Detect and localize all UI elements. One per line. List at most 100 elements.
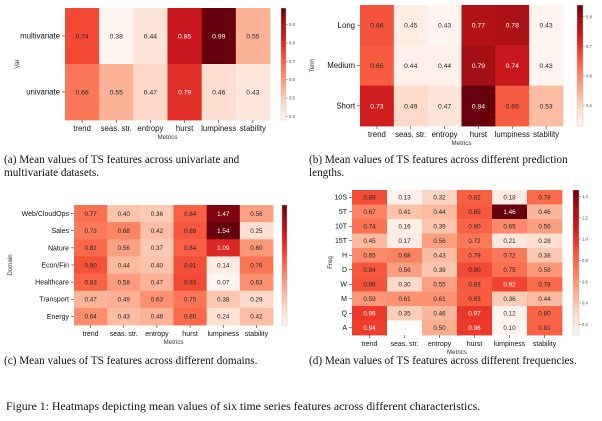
caption-a: (a) Mean values of TS features across un… [4, 154, 240, 179]
row-label: H [342, 253, 347, 260]
colorbar-segment [573, 327, 579, 332]
cell-value-label: 0.28 [538, 238, 551, 245]
row-label: Healthcare [35, 280, 69, 287]
cell-value-label: 0.35 [398, 311, 411, 318]
column-label: seas. str. [395, 130, 426, 139]
row-label: A [342, 325, 347, 332]
y-axis-title: Domain [7, 254, 14, 276]
cell-value-label: 0.75 [184, 297, 197, 304]
heatmap-cell [99, 8, 134, 65]
colorbar-segment [281, 64, 286, 68]
cell-value-label: 0.30 [398, 282, 411, 289]
colorbar-segment [281, 22, 286, 26]
cell-value-label: 0.46 [212, 89, 225, 96]
heatmap-cell [457, 204, 493, 220]
cell-value-label: 0.14 [217, 262, 230, 269]
colorbar-segment [577, 68, 583, 72]
colorbar-segment [281, 108, 286, 112]
colorbar-segment [577, 56, 583, 60]
colorbar-segment [577, 35, 583, 39]
colorbar-segment [573, 280, 579, 285]
heatmap-cell [173, 290, 208, 309]
column-label: lumpiness [207, 331, 239, 338]
colorbar-segment [282, 277, 287, 281]
heatmap-cell [107, 205, 141, 223]
colorbar-segment [577, 83, 583, 87]
cell-value-label: 0.68 [118, 228, 131, 235]
colorbar-segment [577, 41, 583, 45]
cell-value-label: 0.73 [84, 228, 97, 235]
row-label: 10T [335, 224, 348, 231]
colorbar-segment [573, 306, 579, 310]
heatmap-cell [360, 5, 395, 46]
colorbar-segment [281, 114, 286, 118]
colorbar-segment [282, 313, 287, 317]
colorbar-segment [573, 320, 579, 325]
colorbar-segment [281, 69, 286, 73]
cell-value-label: 0.43 [539, 23, 552, 30]
cell-value-label: 0.93 [184, 279, 197, 286]
heatmap-cell [387, 320, 423, 336]
cell-value-label: 0.44 [118, 262, 131, 269]
heatmap-cell [107, 239, 141, 257]
colorbar-segment [577, 44, 583, 48]
colorbar-segment [281, 92, 286, 96]
cell-value-label: 0.74 [75, 33, 88, 40]
heatmap-cell [352, 277, 388, 292]
cell-value-label: 0.92 [503, 282, 516, 289]
cell-value-label: 0.79 [468, 253, 481, 260]
heatmap-cell [206, 239, 241, 257]
heatmap-cell [74, 256, 108, 274]
cell-value-label: 0.91 [184, 262, 197, 269]
colorbar-segment [282, 298, 287, 302]
cell-value-label: 0.44 [538, 296, 551, 303]
colorbar-segment [281, 19, 286, 23]
colorbar-segment [282, 322, 287, 326]
colorbar-segment [573, 262, 579, 267]
cell-value-label: 0.66 [75, 89, 88, 96]
colorbar-segment [281, 16, 286, 20]
column-label: trend [362, 341, 378, 348]
column-label: hurst [182, 331, 198, 338]
heatmap-cell [387, 277, 423, 292]
colorbar-tick-label: 0.6 [289, 77, 295, 82]
cell-value-label: 0.59 [363, 296, 376, 303]
cell-value-label: 1.09 [217, 245, 230, 252]
column-label: hurst [467, 341, 483, 348]
cell-value-label: 0.72 [503, 253, 516, 260]
cell-value-label: 0.29 [250, 297, 263, 304]
cell-value-label: 0.43 [433, 253, 446, 260]
column-label: entropy [137, 124, 163, 133]
heatmap-cell [495, 45, 530, 87]
colorbar-segment [573, 324, 579, 329]
cell-value-label: 0.17 [398, 238, 411, 245]
cell-value-label: 0.47 [144, 89, 157, 96]
cell-value-label: 0.84 [472, 103, 485, 110]
row-label: Energy [47, 314, 70, 321]
cell-value-label: 0.36 [151, 211, 164, 218]
heatmap-cell [352, 291, 388, 307]
column-label: stability [245, 331, 269, 338]
heatmap-cell [140, 222, 174, 240]
colorbar-segment [573, 200, 579, 205]
colorbar-frame [281, 204, 288, 326]
colorbar-segment [577, 53, 583, 57]
colorbar-segment [281, 94, 286, 98]
row-label: 10S [335, 195, 348, 202]
colorbar-segment [281, 80, 286, 84]
heatmap-cell [387, 248, 423, 263]
colorbar-segment [281, 41, 286, 45]
heatmap-cell [352, 248, 388, 263]
cell-value-label: 0.55 [246, 33, 259, 40]
colorbar-segment [577, 113, 583, 118]
colorbar-segment [573, 233, 579, 238]
figure-caption: Figure 1: Heatmaps depicting mean values… [6, 399, 481, 413]
colorbar-segment [577, 11, 583, 15]
colorbar-segment [573, 204, 579, 209]
row-label: Q [342, 311, 348, 318]
heatmap-cell [527, 306, 563, 321]
heatmap-cell [140, 205, 174, 223]
column-label: lumpiness [201, 124, 236, 133]
heatmap-cell [65, 8, 100, 65]
